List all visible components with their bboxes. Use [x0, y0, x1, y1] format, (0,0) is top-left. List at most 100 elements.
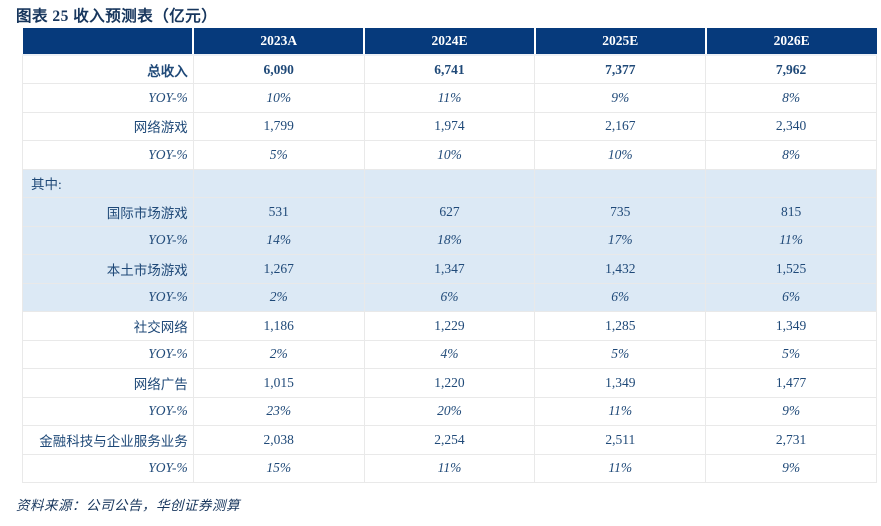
row-label: YOY-% — [22, 282, 194, 312]
table-row: 其中: — [22, 168, 877, 198]
cell-value: 5% — [192, 140, 365, 170]
cell-value: 815 — [705, 197, 877, 227]
cell-value: 1,347 — [363, 254, 536, 284]
cell-value — [534, 168, 707, 198]
row-label: 网络游戏 — [22, 111, 194, 141]
cell-value: 2,340 — [705, 111, 877, 141]
cell-value: 2% — [192, 282, 365, 312]
cell-value: 1,974 — [363, 111, 536, 141]
cell-value: 2,511 — [534, 425, 707, 455]
row-label: YOY-% — [22, 140, 194, 170]
cell-value: 17% — [534, 225, 707, 255]
cell-value: 2% — [192, 339, 365, 369]
cell-value: 11% — [534, 396, 707, 426]
cell-value: 6% — [534, 282, 707, 312]
cell-value: 2,254 — [363, 425, 536, 455]
cell-value: 735 — [534, 197, 707, 227]
cell-value: 7,962 — [705, 54, 877, 84]
table-row: YOY-% 10% 11% 9% 8% — [22, 83, 877, 113]
row-label: YOY-% — [22, 339, 194, 369]
cell-value: 1,477 — [705, 368, 877, 398]
cell-value: 14% — [192, 225, 365, 255]
cell-value: 1,015 — [192, 368, 365, 398]
cell-value: 9% — [534, 83, 707, 113]
cell-value — [192, 168, 365, 198]
cell-value: 1,220 — [363, 368, 536, 398]
cell-value: 1,285 — [534, 311, 707, 341]
cell-value — [705, 168, 877, 198]
cell-value: 6% — [363, 282, 536, 312]
source-note: 资料来源：公司公告，华创证券测算 — [16, 498, 240, 513]
cell-value: 1,349 — [705, 311, 877, 341]
cell-value: 11% — [534, 453, 707, 483]
table-row: 网络广告 1,015 1,220 1,349 1,477 — [22, 368, 877, 398]
row-label: 其中: — [22, 168, 194, 198]
table-row: 本土市场游戏 1,267 1,347 1,432 1,525 — [22, 254, 877, 284]
cell-value: 23% — [192, 396, 365, 426]
cell-value: 1,229 — [363, 311, 536, 341]
revenue-forecast-table: 2023A 2024E 2025E 2026E 总收入 6,090 6,741 7,377 7… — [22, 28, 877, 483]
cell-value: 4% — [363, 339, 536, 369]
cell-value: 6,090 — [192, 54, 365, 84]
cell-value: 1,432 — [534, 254, 707, 284]
row-label: YOY-% — [22, 396, 194, 426]
cell-value: 1,525 — [705, 254, 877, 284]
table-row: YOY-% 23% 20% 11% 9% — [22, 396, 877, 426]
cell-value: 1,349 — [534, 368, 707, 398]
cell-value: 5% — [534, 339, 707, 369]
cell-value: 7,377 — [534, 54, 707, 84]
cell-value: 2,731 — [705, 425, 877, 455]
cell-value: 8% — [705, 83, 877, 113]
cell-value — [363, 168, 536, 198]
table-row: 国际市场游戏 531 627 735 815 — [22, 197, 877, 227]
row-label: 国际市场游戏 — [22, 197, 194, 227]
table-row: 金融科技与企业服务业务 2,038 2,254 2,511 2,731 — [22, 425, 877, 455]
cell-value: 1,267 — [192, 254, 365, 284]
cell-value: 11% — [705, 225, 877, 255]
row-label: YOY-% — [22, 453, 194, 483]
cell-value: 6% — [705, 282, 877, 312]
corner-header-cell — [22, 28, 194, 56]
table-header-row: 2023A 2024E 2025E 2026E — [22, 28, 877, 56]
cell-value: 11% — [363, 83, 536, 113]
table-row: YOY-% 14% 18% 17% 11% — [22, 225, 877, 255]
row-label: 网络广告 — [22, 368, 194, 398]
figure-title: 图表 25 收入预测表（亿元） — [16, 8, 218, 25]
cell-value: 10% — [192, 83, 365, 113]
row-label: 社交网络 — [22, 311, 194, 341]
table-row: YOY-% 15% 11% 11% 9% — [22, 453, 877, 483]
table-row: 社交网络 1,186 1,229 1,285 1,349 — [22, 311, 877, 341]
cell-value: 10% — [534, 140, 707, 170]
table-row: 网络游戏 1,799 1,974 2,167 2,340 — [22, 111, 877, 141]
row-label: 总收入 — [22, 54, 194, 84]
row-label: YOY-% — [22, 225, 194, 255]
col-header-2025E: 2025E — [533, 28, 706, 56]
cell-value: 531 — [192, 197, 365, 227]
cell-value: 11% — [363, 453, 536, 483]
cell-value: 18% — [363, 225, 536, 255]
row-label: 金融科技与企业服务业务 — [22, 425, 194, 455]
table-row: YOY-% 2% 6% 6% 6% — [22, 282, 877, 312]
cell-value: 9% — [705, 453, 877, 483]
table-row: 总收入 6,090 6,741 7,377 7,962 — [22, 54, 877, 84]
cell-value: 1,186 — [192, 311, 365, 341]
row-label: YOY-% — [22, 83, 194, 113]
table-row: YOY-% 2% 4% 5% 5% — [22, 339, 877, 369]
cell-value: 2,167 — [534, 111, 707, 141]
col-header-2023A: 2023A — [192, 28, 365, 56]
cell-value: 1,799 — [192, 111, 365, 141]
cell-value: 10% — [363, 140, 536, 170]
table-body: 总收入 6,090 6,741 7,377 7,962 YOY-% 10% 11% 9% 8% 网络… — [22, 54, 877, 483]
row-label: 本土市场游戏 — [22, 254, 194, 284]
cell-value: 9% — [705, 396, 877, 426]
col-header-2024E: 2024E — [363, 28, 535, 56]
cell-value: 2,038 — [192, 425, 365, 455]
cell-value: 627 — [363, 197, 536, 227]
table-row: YOY-% 5% 10% 10% 8% — [22, 140, 877, 170]
cell-value: 8% — [705, 140, 877, 170]
cell-value: 15% — [192, 453, 365, 483]
cell-value: 6,741 — [363, 54, 536, 84]
col-header-2026E: 2026E — [704, 28, 877, 56]
cell-value: 20% — [363, 396, 536, 426]
